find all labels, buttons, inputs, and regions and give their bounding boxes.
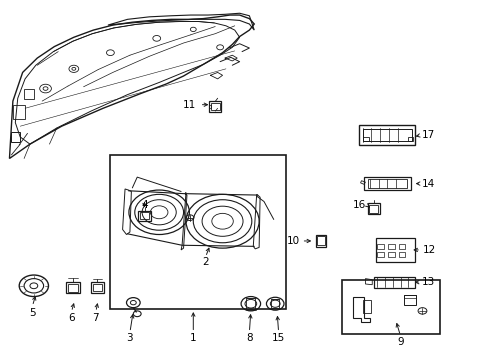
- Bar: [363, 137, 368, 140]
- Text: 8: 8: [245, 333, 252, 343]
- Bar: [398, 244, 405, 249]
- Bar: [398, 252, 405, 257]
- Bar: [376, 252, 383, 257]
- Bar: [13, 105, 25, 119]
- Bar: [271, 299, 279, 309]
- Bar: [68, 284, 78, 292]
- Bar: [66, 282, 80, 293]
- Text: 3: 3: [126, 333, 133, 343]
- Text: 4: 4: [141, 200, 147, 210]
- Bar: [209, 102, 221, 112]
- Bar: [110, 155, 285, 309]
- Bar: [368, 205, 377, 213]
- Bar: [317, 237, 325, 246]
- Bar: [24, 89, 34, 99]
- Bar: [367, 203, 379, 214]
- Text: 2: 2: [202, 257, 208, 267]
- Bar: [315, 235, 326, 247]
- Bar: [93, 284, 102, 291]
- Bar: [362, 129, 411, 141]
- Bar: [246, 298, 255, 309]
- Text: 7: 7: [92, 313, 99, 323]
- Bar: [91, 282, 103, 293]
- Bar: [376, 244, 383, 249]
- Bar: [387, 252, 394, 257]
- Text: 10: 10: [286, 236, 299, 246]
- Text: 15: 15: [271, 333, 285, 343]
- Text: 6: 6: [68, 313, 75, 323]
- Text: 5: 5: [29, 308, 36, 318]
- Text: 1: 1: [190, 333, 196, 343]
- Text: 17: 17: [421, 130, 434, 140]
- Bar: [140, 212, 149, 220]
- Text: 16: 16: [352, 200, 365, 210]
- Bar: [138, 211, 150, 221]
- Bar: [407, 137, 412, 140]
- Bar: [375, 238, 414, 262]
- Bar: [373, 277, 415, 288]
- Text: 9: 9: [396, 337, 403, 347]
- Bar: [387, 244, 394, 249]
- Text: 11: 11: [183, 100, 196, 110]
- Bar: [359, 125, 415, 145]
- Bar: [367, 179, 406, 188]
- Text: 14: 14: [421, 179, 434, 189]
- Bar: [341, 280, 439, 334]
- Bar: [364, 177, 410, 190]
- Bar: [404, 295, 415, 305]
- Text: 13: 13: [421, 277, 434, 287]
- Text: 12: 12: [422, 245, 435, 255]
- Bar: [11, 132, 20, 142]
- Bar: [210, 103, 219, 110]
